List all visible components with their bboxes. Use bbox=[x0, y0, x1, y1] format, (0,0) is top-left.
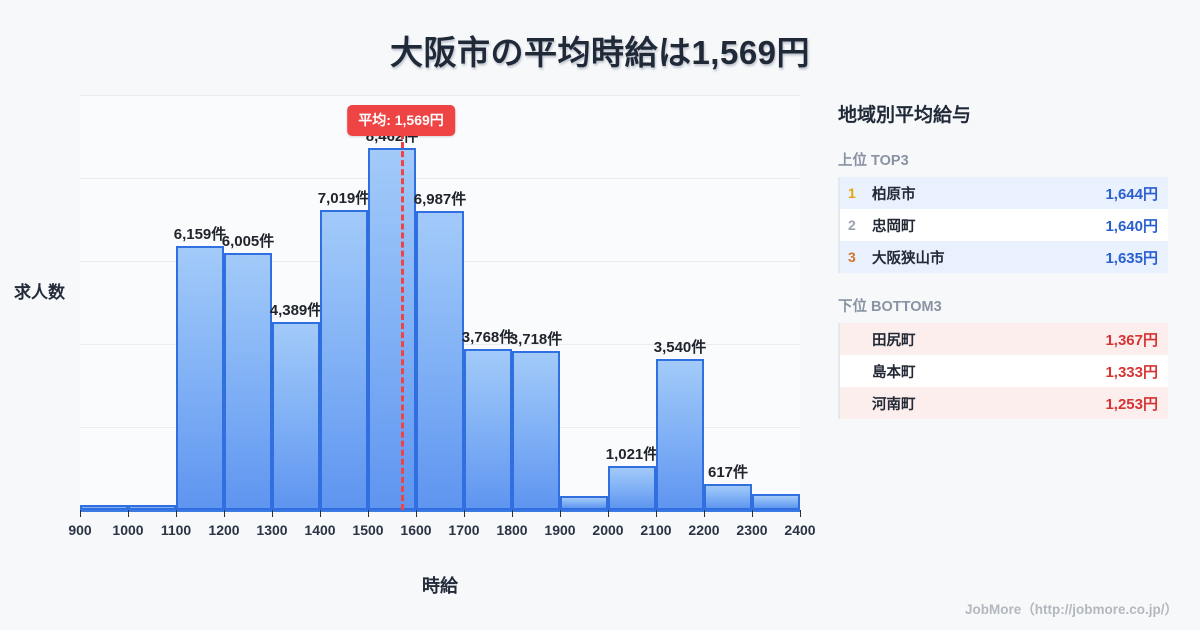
x-tick-label: 1300 bbox=[256, 522, 288, 538]
x-tick-label: 900 bbox=[68, 522, 92, 538]
average-badge: 平均: 1,569円 bbox=[347, 105, 455, 136]
region-name: 忠岡町 bbox=[872, 218, 916, 235]
rank-row[interactable]: 3 大阪狭山市 1,635円 bbox=[840, 241, 1168, 273]
rank-number: 3 bbox=[848, 249, 856, 265]
y-axis-title: 求人数 bbox=[14, 283, 65, 302]
x-tick-label: 1800 bbox=[496, 522, 528, 538]
x-tick-mark bbox=[560, 510, 561, 517]
bar bbox=[752, 494, 800, 510]
x-tick-mark bbox=[512, 510, 513, 517]
x-tick-mark bbox=[464, 510, 465, 517]
gridline bbox=[80, 178, 800, 179]
x-tick-label: 1700 bbox=[448, 522, 480, 538]
region-wage-value: 1,253円 bbox=[1105, 395, 1158, 413]
bar bbox=[560, 496, 608, 510]
x-tick-mark bbox=[224, 510, 225, 517]
x-tick-mark bbox=[704, 510, 705, 517]
x-tick-label: 1100 bbox=[160, 522, 192, 538]
x-tick-label: 1500 bbox=[352, 522, 384, 538]
bar-value-label: 3,768件 bbox=[461, 329, 515, 346]
region-wage-value: 1,635円 bbox=[1105, 249, 1158, 267]
x-tick-label: 1400 bbox=[304, 522, 336, 538]
x-tick-label: 2100 bbox=[640, 522, 672, 538]
rank-row[interactable]: 河南町 1,253円 bbox=[840, 387, 1168, 419]
region-wage-value: 1,644円 bbox=[1105, 185, 1158, 203]
x-tick-mark bbox=[752, 510, 753, 517]
average-dashed-line bbox=[401, 133, 404, 510]
bar-value-label: 3,540件 bbox=[653, 339, 707, 356]
bar bbox=[272, 322, 320, 510]
x-tick-mark bbox=[368, 510, 369, 517]
x-tick-label: 1000 bbox=[112, 522, 144, 538]
rank-row[interactable]: 1 柏原市 1,644円 bbox=[840, 177, 1168, 209]
x-tick-label: 1900 bbox=[544, 522, 576, 538]
bar-value-label: 1,021件 bbox=[605, 446, 659, 463]
x-tick-mark bbox=[80, 510, 81, 517]
x-tick-mark bbox=[416, 510, 417, 517]
region-name: 田尻町 bbox=[872, 332, 916, 349]
x-tick-mark bbox=[128, 510, 129, 517]
x-tick-label: 2300 bbox=[736, 522, 768, 538]
bar-value-label: 6,159件 bbox=[173, 226, 227, 243]
gridline bbox=[80, 95, 800, 96]
x-tick-mark bbox=[272, 510, 273, 517]
region-wage-value: 1,367円 bbox=[1105, 331, 1158, 349]
bar bbox=[704, 484, 752, 510]
x-tick-label: 1200 bbox=[208, 522, 240, 538]
region-wage-value: 1,333円 bbox=[1105, 363, 1158, 381]
bar bbox=[512, 351, 560, 510]
bar-value-label: 617件 bbox=[707, 464, 749, 481]
x-axis-title: 時給 bbox=[422, 576, 458, 596]
x-tick-mark bbox=[800, 510, 801, 517]
bar bbox=[176, 246, 224, 510]
rank-number: 2 bbox=[848, 217, 856, 233]
bar bbox=[80, 505, 128, 510]
x-tick-label: 2000 bbox=[592, 522, 624, 538]
bar bbox=[608, 466, 656, 510]
bar bbox=[224, 253, 272, 510]
region-name: 大阪狭山市 bbox=[872, 250, 945, 267]
bar bbox=[656, 359, 704, 510]
top3-table: 1 柏原市 1,644円 2 忠岡町 1,640円 3 大阪狭山市 1,635円 bbox=[838, 177, 1168, 273]
x-tick-label: 1600 bbox=[400, 522, 432, 538]
bar-value-label: 6,005件 bbox=[221, 233, 275, 250]
panel-title: 地域別平均給与 bbox=[838, 105, 972, 126]
regional-average-panel: 地域別平均給与 上位 TOP3 1 柏原市 1,644円 2 忠岡町 1,640円 3 大阪狭… bbox=[838, 100, 1168, 441]
x-tick-mark bbox=[608, 510, 609, 517]
top3-group-title: 上位 TOP3 bbox=[838, 153, 909, 169]
x-axis-line bbox=[80, 510, 800, 512]
bar-value-label: 6,987件 bbox=[413, 191, 467, 208]
rank-row[interactable]: 2 忠岡町 1,640円 bbox=[840, 209, 1168, 241]
bar bbox=[320, 210, 368, 510]
bar-value-label: 7,019件 bbox=[317, 190, 371, 207]
bar bbox=[368, 148, 416, 510]
x-tick-label: 2200 bbox=[688, 522, 720, 538]
histogram-chart: 900 1000 1100 1200 1300 1400 1500 1600 1700 1800 1… bbox=[14, 95, 816, 596]
bar-value-label: 4,389件 bbox=[269, 302, 323, 319]
x-tick-mark bbox=[656, 510, 657, 517]
region-name: 島本町 bbox=[872, 364, 916, 381]
bar-value-label: 3,718件 bbox=[509, 331, 563, 348]
x-tick-mark bbox=[320, 510, 321, 517]
bar bbox=[416, 211, 464, 510]
rank-row[interactable]: 田尻町 1,367円 bbox=[840, 323, 1168, 355]
rank-number: 1 bbox=[848, 185, 856, 201]
bar bbox=[464, 349, 512, 510]
bottom3-group-title: 下位 BOTTOM3 bbox=[838, 299, 942, 315]
rank-row[interactable]: 島本町 1,333円 bbox=[840, 355, 1168, 387]
region-name: 柏原市 bbox=[872, 186, 916, 203]
x-tick-mark bbox=[176, 510, 177, 517]
region-name: 河南町 bbox=[872, 396, 916, 413]
footer-credit: JobMore（http://jobmore.co.jp/） bbox=[965, 602, 1178, 617]
x-tick-label: 2400 bbox=[784, 522, 816, 538]
bar bbox=[128, 505, 176, 510]
page-title: 大阪市の平均時給は1,569円 bbox=[389, 34, 811, 71]
region-wage-value: 1,640円 bbox=[1105, 217, 1158, 235]
bottom3-table: 田尻町 1,367円島本町 1,333円河南町 1,253円 bbox=[838, 323, 1168, 419]
